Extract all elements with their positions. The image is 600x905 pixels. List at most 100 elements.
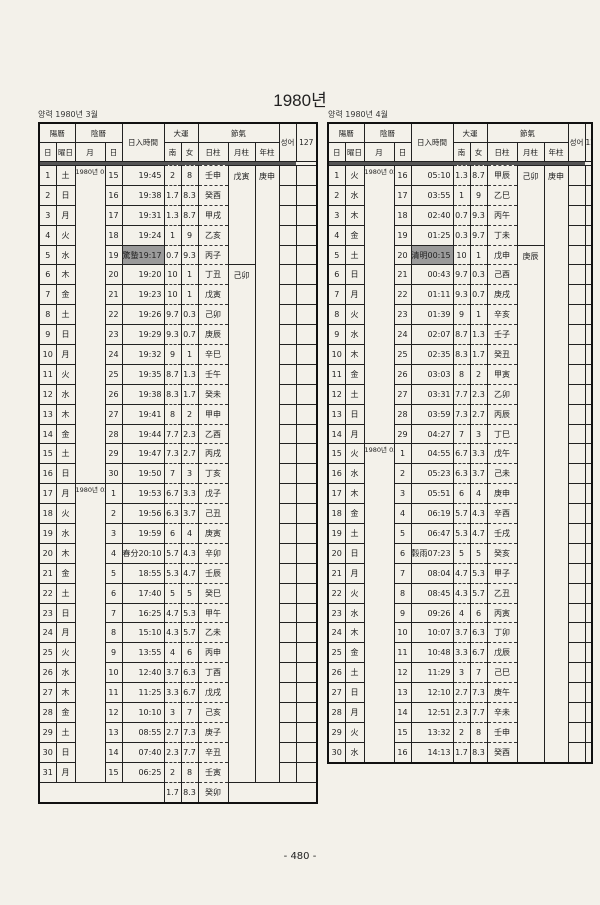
daeun-male: 7: [163, 463, 182, 485]
header-extra2: 127: [295, 122, 318, 162]
day-pillar: 丁亥: [197, 463, 229, 485]
sunset-time: 09:26: [410, 602, 454, 624]
daeun-male: 0.7: [452, 204, 471, 226]
daeun-female: 4.3: [469, 503, 488, 525]
extra-cell-2: [295, 582, 318, 604]
sunset-time: 01:39: [410, 304, 454, 326]
extra-cell-1: [278, 204, 297, 226]
day-pillar: 丙子: [197, 244, 229, 266]
day-pillar: 乙未: [197, 622, 229, 644]
daeun-male: 1.7: [163, 184, 182, 206]
daeun-male: 8.3: [452, 344, 471, 365]
extra-cell-2: [295, 184, 318, 206]
day-pillar: 壬寅: [197, 761, 229, 783]
sunset-time: 19:53: [121, 483, 165, 505]
day-pillar: 戊辰: [486, 642, 518, 664]
extra-cell-2: [295, 284, 318, 306]
sunset-time: 19:41: [121, 403, 165, 425]
daeun-male: 1.7: [163, 781, 182, 804]
table-row: 5 水 19 驚蟄19:17 0.7 9.3 丙子: [38, 244, 318, 266]
extra-cell-1: [567, 423, 586, 445]
sunset-time: 10:48: [410, 642, 454, 664]
table-row: 12 水 26 19:38 8.3 1.7 癸未: [38, 383, 318, 405]
solar-day: 26: [38, 662, 57, 684]
daeun-female: 2: [469, 363, 488, 385]
extra-cell-1: [567, 344, 586, 365]
lunar-day: 13: [393, 682, 412, 704]
day-pillar: 己丑: [197, 503, 229, 525]
extra-cell-2: [584, 443, 593, 465]
sunset-time: 03:55: [410, 184, 454, 206]
extra-cell-1: [567, 383, 586, 405]
extra-cell-2: [295, 682, 318, 704]
day-pillar: 壬午: [197, 363, 229, 385]
sunset-time: 04:27: [410, 423, 454, 445]
day-pillar: 丁卯: [486, 622, 518, 644]
table-row: 28 金 12 10:10 3 7 己亥: [38, 702, 318, 723]
solar-day: 13: [38, 403, 57, 425]
daeun-female: 5: [180, 582, 199, 604]
lunar-day: 7: [393, 562, 412, 584]
header-lunar-month: 月: [363, 142, 395, 162]
day-pillar: 己未: [486, 463, 518, 485]
daeun-male: 2: [163, 165, 182, 186]
header-female: 女: [469, 142, 488, 162]
sunset-time: 19:38: [121, 383, 165, 405]
daeun-male: 4.7: [163, 602, 182, 624]
header-weekday: 曜日: [55, 142, 76, 162]
lunar-day: 17: [393, 184, 412, 206]
header-extra1: 성어: [278, 122, 297, 162]
weekday: 水: [344, 741, 365, 764]
daeun-male: 6: [163, 523, 182, 544]
day-pillar: 丙午: [486, 204, 518, 226]
weekday: 金: [344, 363, 365, 385]
daeun-male: 1: [452, 184, 471, 206]
extra-cell-2: [295, 562, 318, 584]
extra-cell-2: [584, 741, 593, 764]
header-day: 日: [38, 142, 57, 162]
solar-day: 5: [327, 244, 346, 266]
table-row: 3 木 18 02:40 0.7 9.3 丙午: [327, 204, 593, 226]
daeun-female: 9.3: [469, 204, 488, 226]
extra-cell-2: [584, 602, 593, 624]
extra-cell-1: [278, 622, 297, 644]
sunset-time: 19:44: [121, 423, 165, 445]
extra-cell-2: [584, 662, 593, 684]
extra-cell-1: [278, 503, 297, 525]
weekday: 土: [344, 244, 365, 266]
header-lunar-month: 月: [74, 142, 106, 162]
lunar-day: 9: [393, 602, 412, 624]
sunset-time: 19:56: [121, 503, 165, 525]
header-day: 日: [327, 142, 346, 162]
table-row: 1.7 8.3 癸卯: [39, 781, 317, 804]
extra-cell-2: [295, 702, 318, 723]
extra-cell-1: [278, 523, 297, 544]
table-row: 24 木 10 10:07 3.7 6.3 丁卯: [327, 622, 593, 644]
extra-cell-1: [567, 204, 586, 226]
lunar-day: 15: [104, 165, 123, 186]
extra-cell-1: [278, 463, 297, 485]
sunset-time: 02:35: [410, 344, 454, 365]
extra-cell-1: [278, 324, 297, 346]
extra-cell-2: [295, 542, 318, 564]
extra-cell-1: [567, 264, 586, 286]
extra-cell-1: [567, 463, 586, 485]
lunar-day: 28: [104, 423, 123, 445]
lunar-month: 1980년 01월: [74, 164, 106, 485]
daeun-female: 7: [180, 702, 199, 723]
weekday: 日: [55, 184, 76, 206]
extra-cell-2: [295, 224, 318, 246]
daeun-female: 5.3: [180, 602, 199, 624]
extra-cell-2: [584, 702, 593, 723]
daeun-female: 6.7: [469, 642, 488, 664]
extra-cell-1: [278, 363, 297, 385]
extra-cell-2: [295, 483, 318, 505]
daeun-female: 1.7: [180, 383, 199, 405]
solar-day: 1: [38, 165, 57, 186]
solar-day: 16: [327, 463, 346, 485]
lunar-day: 29: [393, 423, 412, 445]
table-row: 25 金 11 10:48 3.3 6.7 戊辰: [327, 642, 593, 664]
solar-day: 21: [38, 562, 57, 584]
